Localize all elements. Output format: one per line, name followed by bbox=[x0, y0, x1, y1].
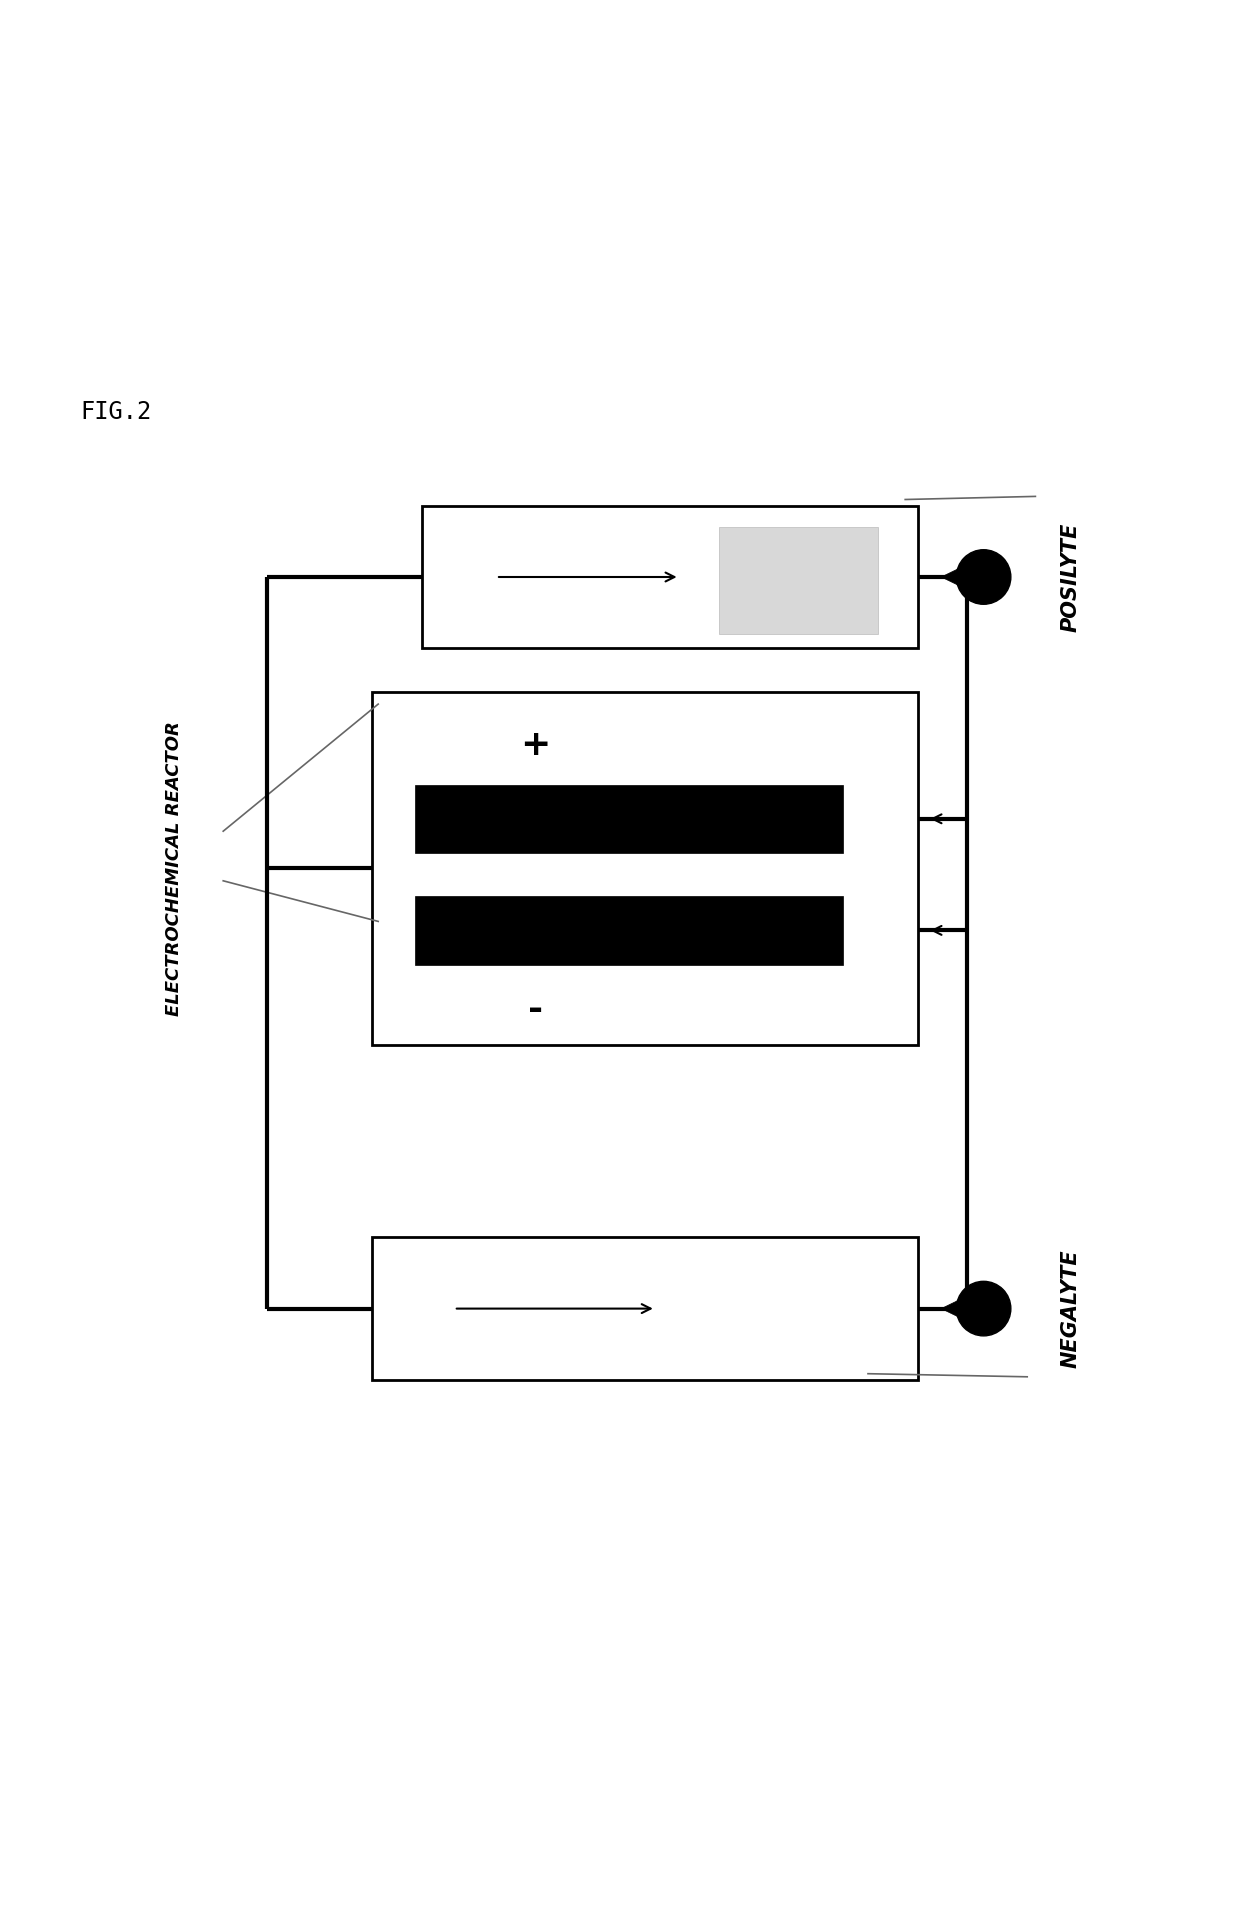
Text: ELECTROCHEMICAL REACTOR: ELECTROCHEMICAL REACTOR bbox=[165, 721, 182, 1017]
Polygon shape bbox=[941, 1285, 990, 1331]
Bar bbox=[415, 785, 843, 853]
Bar bbox=[372, 1236, 918, 1379]
Text: FIG.2: FIG.2 bbox=[81, 401, 151, 424]
Text: NEGALYTE: NEGALYTE bbox=[1061, 1250, 1081, 1368]
Text: -: - bbox=[528, 993, 543, 1026]
Polygon shape bbox=[941, 554, 990, 600]
Circle shape bbox=[956, 550, 1011, 604]
Text: +: + bbox=[521, 727, 551, 762]
Bar bbox=[719, 527, 878, 635]
Bar bbox=[372, 693, 918, 1046]
Bar bbox=[422, 505, 918, 648]
Text: POSILYTE: POSILYTE bbox=[1061, 523, 1081, 631]
Circle shape bbox=[956, 1281, 1011, 1337]
Bar bbox=[415, 897, 843, 964]
